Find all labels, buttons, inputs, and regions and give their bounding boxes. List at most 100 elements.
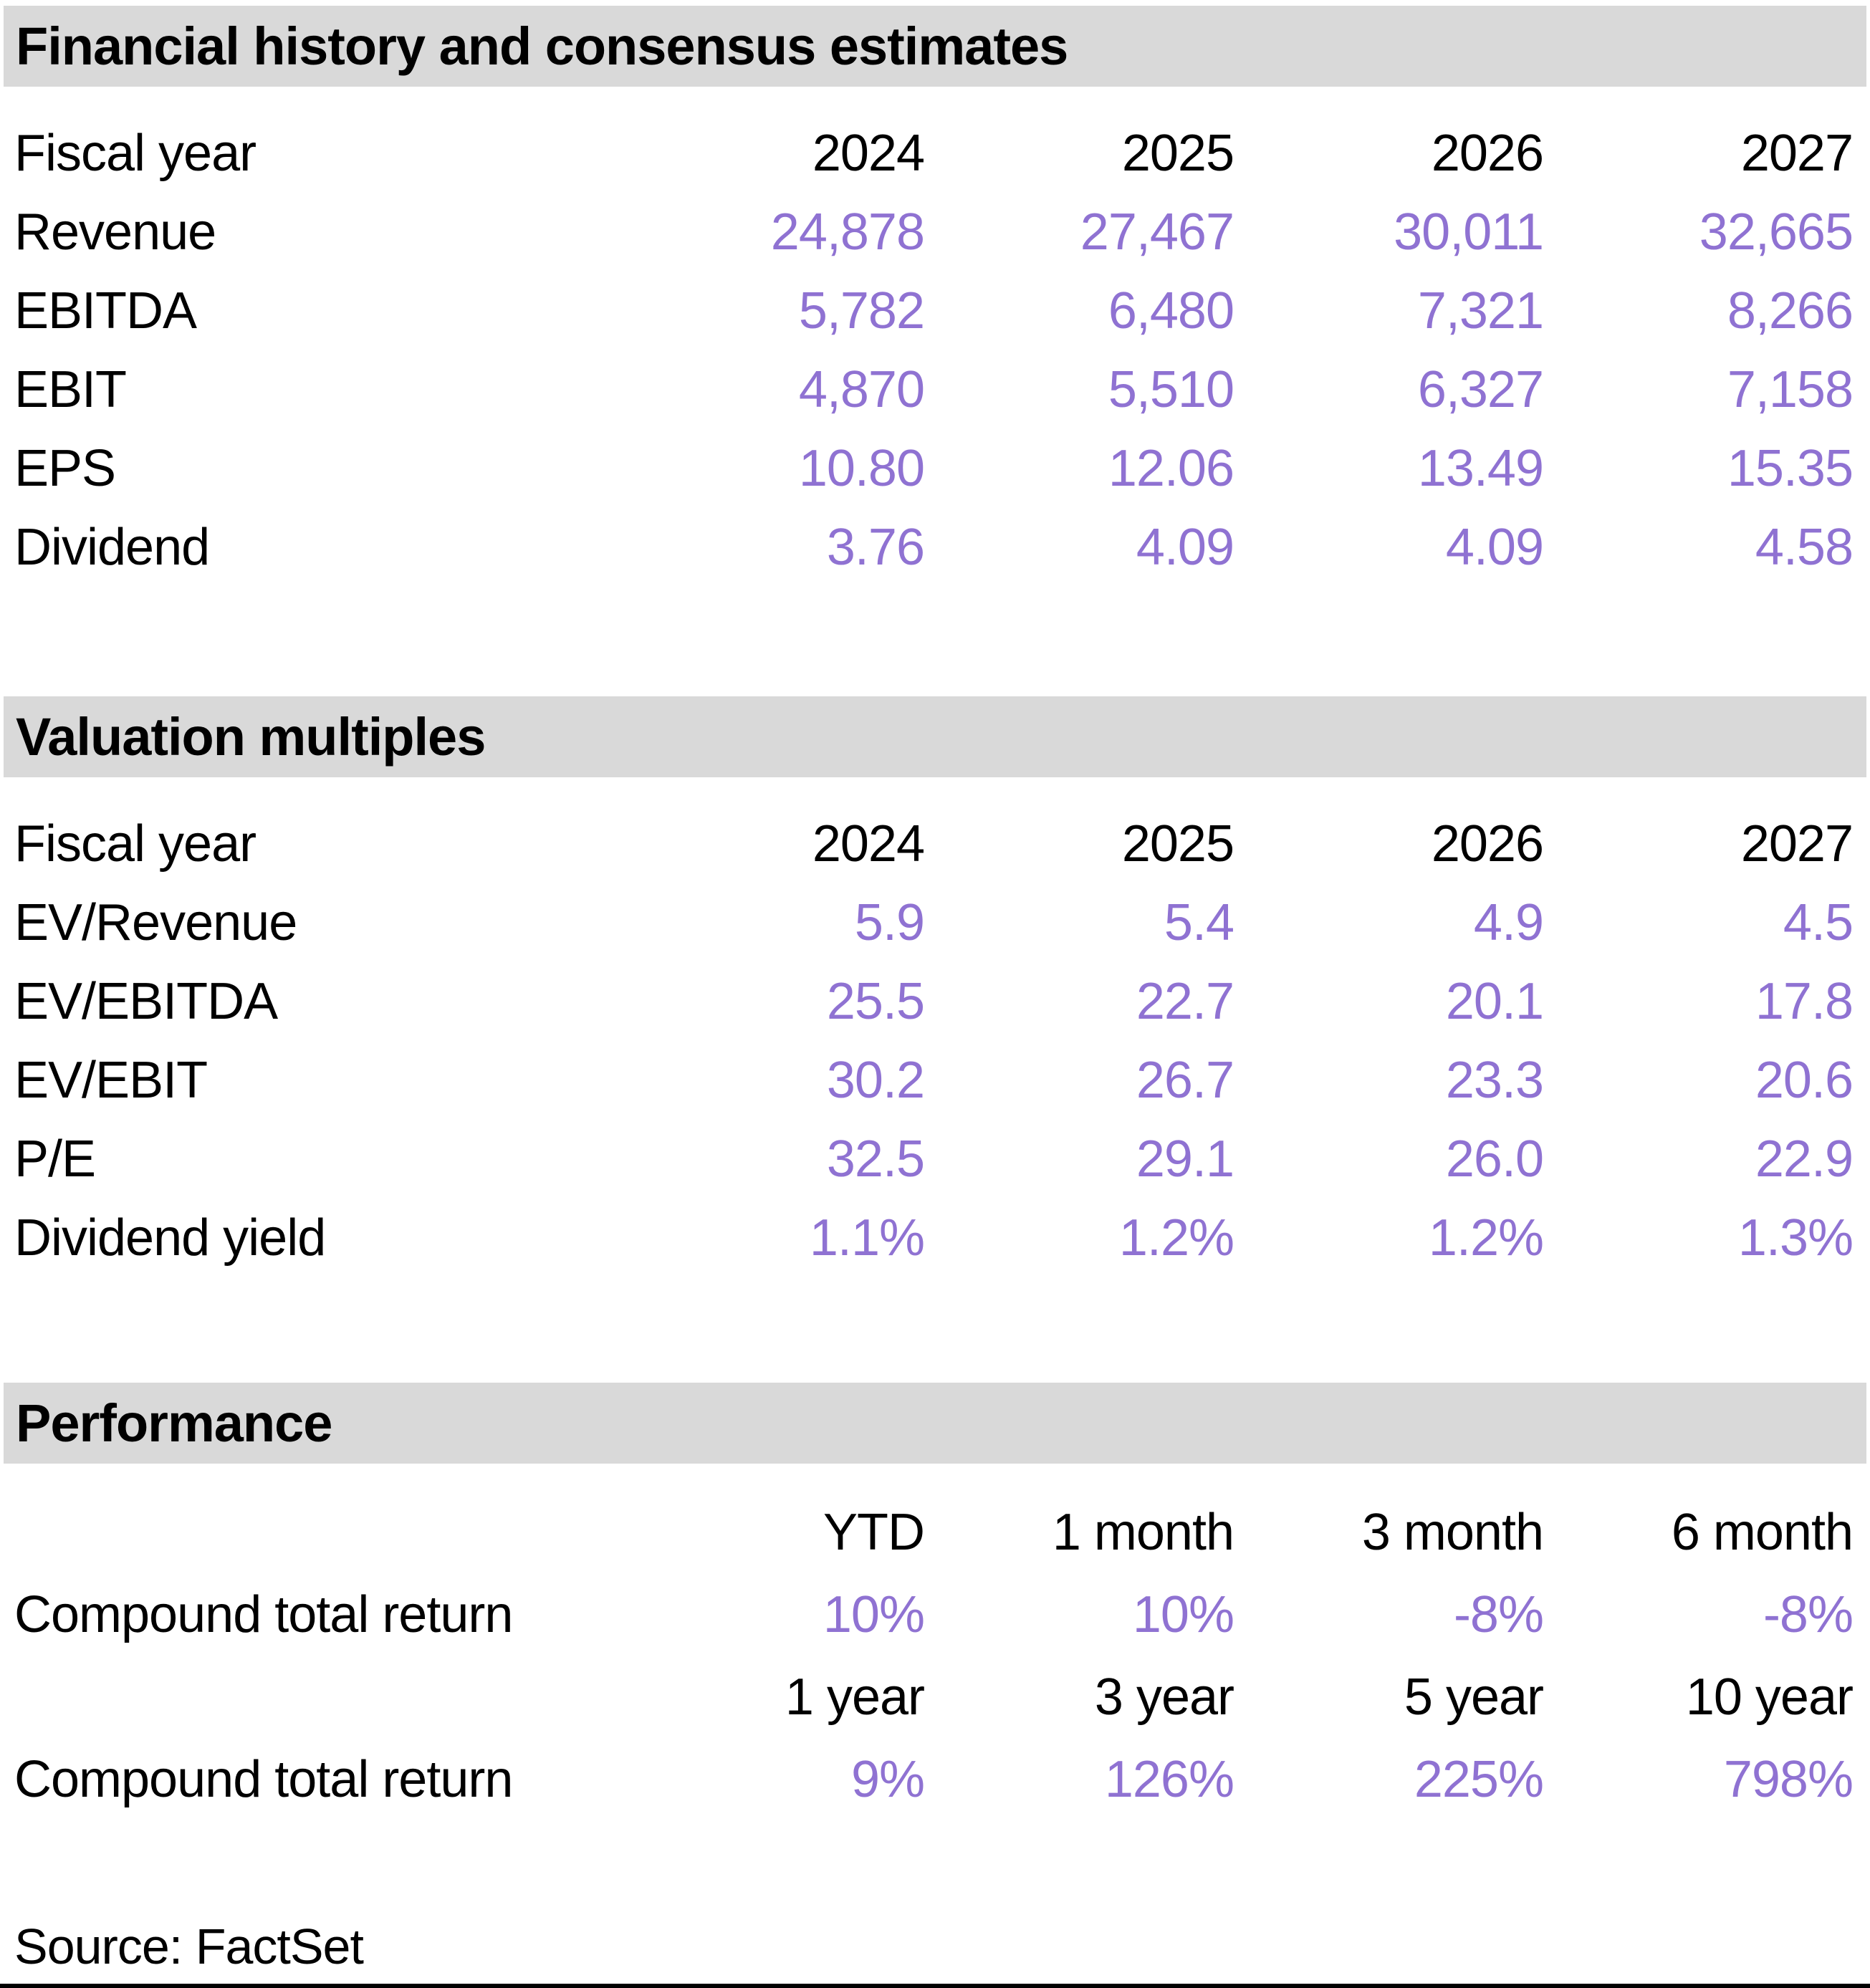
section-title: Valuation multiples	[16, 707, 486, 767]
table-row-compound-return-short: Compound total return 10% 10% -8% -8%	[14, 1573, 1854, 1656]
cell-value: 225%	[1414, 1750, 1544, 1808]
year-header: 2026	[1431, 125, 1544, 182]
cell-value: 6,480	[1108, 282, 1234, 340]
cell-value: 9%	[850, 1750, 925, 1808]
cell-value: 20.1	[1445, 973, 1544, 1030]
row-label: Revenue	[14, 203, 216, 261]
period-header: 1 year	[785, 1668, 925, 1726]
table-row-ev-ebitda: EV/EBITDA 25.5 22.7 20.1 17.8	[14, 962, 1854, 1041]
row-label: EV/EBIT	[14, 1052, 208, 1109]
row-label: EV/EBITDA	[14, 973, 278, 1030]
row-label: EBIT	[14, 361, 127, 418]
table-row-ev-revenue: EV/Revenue 5.9 5.4 4.9 4.5	[14, 883, 1854, 962]
section-header-performance: Performance	[4, 1383, 1866, 1464]
section-header-valuation-multiples: Valuation multiples	[4, 696, 1866, 777]
cell-value: -8%	[1453, 1585, 1544, 1643]
cell-value: 10%	[823, 1585, 925, 1643]
cell-value: 26.0	[1445, 1130, 1544, 1188]
period-header: YTD	[823, 1503, 925, 1561]
cell-value: 4.09	[1136, 519, 1234, 576]
cell-value: 24,878	[770, 203, 925, 261]
cell-value: 32,665	[1699, 203, 1854, 261]
table-row-dividend: Dividend 3.76 4.09 4.09 4.58	[14, 508, 1854, 587]
row-label: Dividend	[14, 519, 210, 576]
cell-value: 10%	[1132, 1585, 1234, 1643]
cell-value: 29.1	[1136, 1130, 1234, 1188]
bottom-divider	[0, 1984, 1870, 1988]
table-row-ebit: EBIT 4,870 5,510 6,327 7,158	[14, 350, 1854, 429]
year-header: 2025	[1121, 815, 1234, 873]
table-row-period-headers-short: YTD 1 month 3 month 6 month	[14, 1491, 1854, 1573]
source-text: Source: FactSet	[14, 1919, 364, 1974]
year-header: 2027	[1740, 125, 1854, 182]
cell-value: 15.35	[1727, 440, 1854, 497]
table-row-compound-return-long: Compound total return 9% 126% 225% 798%	[14, 1738, 1854, 1820]
cell-value: 22.7	[1136, 973, 1234, 1030]
period-header: 5 year	[1404, 1668, 1544, 1726]
year-header: 2026	[1431, 815, 1544, 873]
cell-value: 7,158	[1727, 361, 1854, 418]
table-row-period-headers-long: 1 year 3 year 5 year 10 year	[14, 1656, 1854, 1738]
period-header: 3 month	[1361, 1503, 1544, 1561]
cell-value: 4.5	[1783, 894, 1854, 951]
table-row-ebitda: EBITDA 5,782 6,480 7,321 8,266	[14, 272, 1854, 350]
source-note: Source: FactSet	[14, 1919, 1853, 1974]
table-row-ev-ebit: EV/EBIT 30.2 26.7 23.3 20.6	[14, 1041, 1854, 1120]
cell-value: 5.9	[854, 894, 925, 951]
year-header: 2024	[812, 125, 925, 182]
cell-value: 13.49	[1417, 440, 1544, 497]
row-label: Fiscal year	[14, 125, 256, 182]
cell-value: 6,327	[1417, 361, 1544, 418]
year-header: 2025	[1121, 125, 1234, 182]
period-header: 10 year	[1685, 1668, 1854, 1726]
cell-value: 5,510	[1108, 361, 1234, 418]
cell-value: 3.76	[826, 519, 925, 576]
cell-value: 1.1%	[809, 1209, 925, 1267]
cell-value: 26.7	[1136, 1052, 1234, 1109]
table-row-revenue: Revenue 24,878 27,467 30,011 32,665	[14, 193, 1854, 272]
section-title: Performance	[16, 1393, 332, 1453]
cell-value: 5.4	[1164, 894, 1234, 951]
row-label: Compound total return	[14, 1750, 513, 1808]
cell-value: 25.5	[826, 973, 925, 1030]
cell-value: 4,870	[798, 361, 925, 418]
row-label: EV/Revenue	[14, 894, 297, 951]
row-label: EBITDA	[14, 282, 197, 340]
cell-value: 17.8	[1755, 973, 1854, 1030]
cell-value: 27,467	[1080, 203, 1234, 261]
cell-value: 32.5	[826, 1130, 925, 1188]
row-label: P/E	[14, 1130, 96, 1188]
cell-value: 1.2%	[1118, 1209, 1234, 1267]
row-label: EPS	[14, 440, 116, 497]
period-header: 6 month	[1671, 1503, 1854, 1561]
cell-value: 8,266	[1727, 282, 1854, 340]
cell-value: 10.80	[798, 440, 925, 497]
cell-value: 23.3	[1445, 1052, 1544, 1109]
row-label: Dividend yield	[14, 1209, 326, 1267]
cell-value: 30,011	[1394, 203, 1544, 261]
cell-value: 1.3%	[1737, 1209, 1854, 1267]
table-row-fiscal-year: Fiscal year 2024 2025 2026 2027	[14, 805, 1854, 883]
cell-value: 22.9	[1755, 1130, 1854, 1188]
table-row-pe: P/E 32.5 29.1 26.0 22.9	[14, 1120, 1854, 1199]
cell-value: 4.09	[1445, 519, 1544, 576]
period-header: 3 year	[1094, 1668, 1234, 1726]
year-header: 2027	[1740, 815, 1854, 873]
table-row-dividend-yield: Dividend yield 1.1% 1.2% 1.2% 1.3%	[14, 1199, 1854, 1277]
row-label: Compound total return	[14, 1585, 513, 1643]
cell-value: 5,782	[798, 282, 925, 340]
cell-value: 4.58	[1755, 519, 1854, 576]
cell-value: 798%	[1723, 1750, 1854, 1808]
section-title: Financial history and consensus estimate…	[16, 16, 1068, 76]
row-label: Fiscal year	[14, 815, 256, 873]
section-header-financial-history: Financial history and consensus estimate…	[4, 6, 1866, 87]
cell-value: 7,321	[1417, 282, 1544, 340]
cell-value: 20.6	[1755, 1052, 1854, 1109]
table-row-fiscal-year: Fiscal year 2024 2025 2026 2027	[14, 114, 1854, 193]
cell-value: 4.9	[1473, 894, 1544, 951]
period-header: 1 month	[1052, 1503, 1234, 1561]
cell-value: 12.06	[1108, 440, 1234, 497]
cell-value: 30.2	[826, 1052, 925, 1109]
year-header: 2024	[812, 815, 925, 873]
